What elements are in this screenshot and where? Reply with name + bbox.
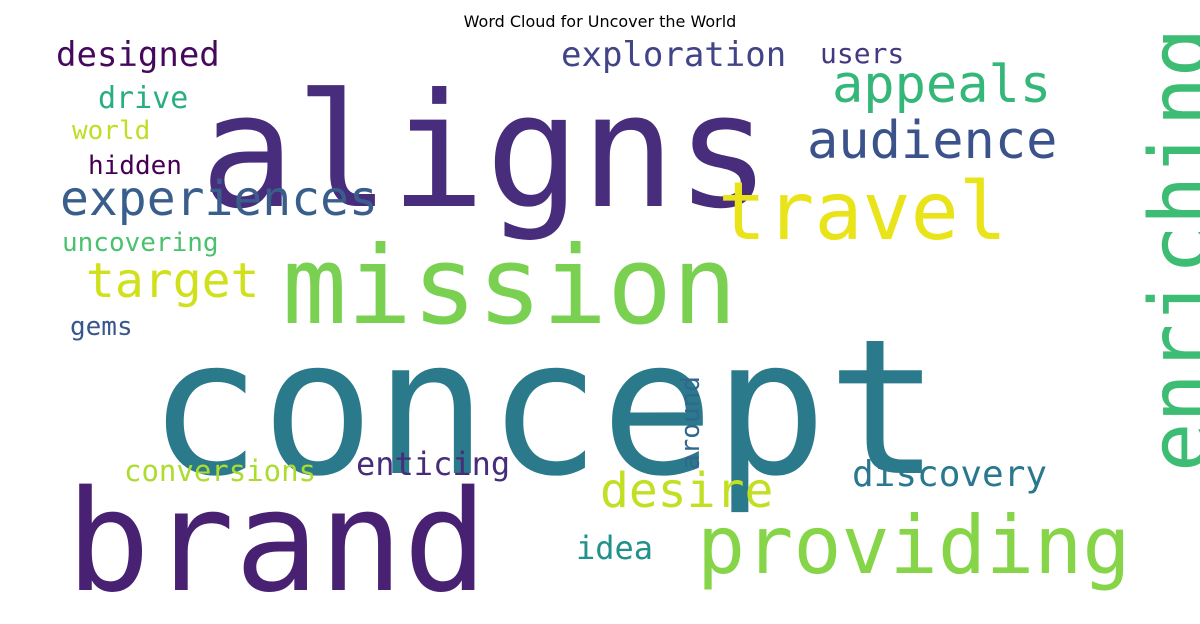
- word-gems: gems: [70, 311, 133, 342]
- word-users: users: [820, 37, 905, 71]
- word-aligns: aligns: [200, 59, 771, 244]
- word-cloud: concept aligns mission brand providing enrich…: [56, 27, 1200, 613]
- word-conversions: conversions: [124, 454, 317, 489]
- word-hidden: hidden: [88, 150, 182, 181]
- word-target: target: [86, 252, 260, 309]
- word-designed: designed: [56, 35, 220, 76]
- word-appeals: appeals: [832, 55, 1052, 116]
- word-idea: idea: [576, 529, 654, 568]
- word-experiences: experiences: [60, 170, 378, 227]
- word-enticing: enticing: [356, 445, 511, 484]
- word-audience: audience: [807, 111, 1058, 172]
- word-uncovering: uncovering: [62, 227, 219, 258]
- word-drive: drive: [98, 80, 189, 116]
- word-concept: concept: [148, 299, 941, 519]
- word-around: around: [676, 376, 706, 470]
- word-providing: providing: [697, 498, 1131, 592]
- word-brand: brand: [66, 460, 488, 624]
- word-exploration: exploration: [561, 35, 787, 76]
- word-enriching: enriching: [1133, 27, 1200, 472]
- word-discovery: discovery: [852, 453, 1048, 495]
- word-world: world: [72, 115, 151, 146]
- chart-title: Word Cloud for Uncover the World: [463, 12, 737, 31]
- word-mission: mission: [282, 223, 738, 349]
- word-desire: desire: [600, 462, 774, 519]
- word-travel: travel: [718, 164, 1007, 258]
